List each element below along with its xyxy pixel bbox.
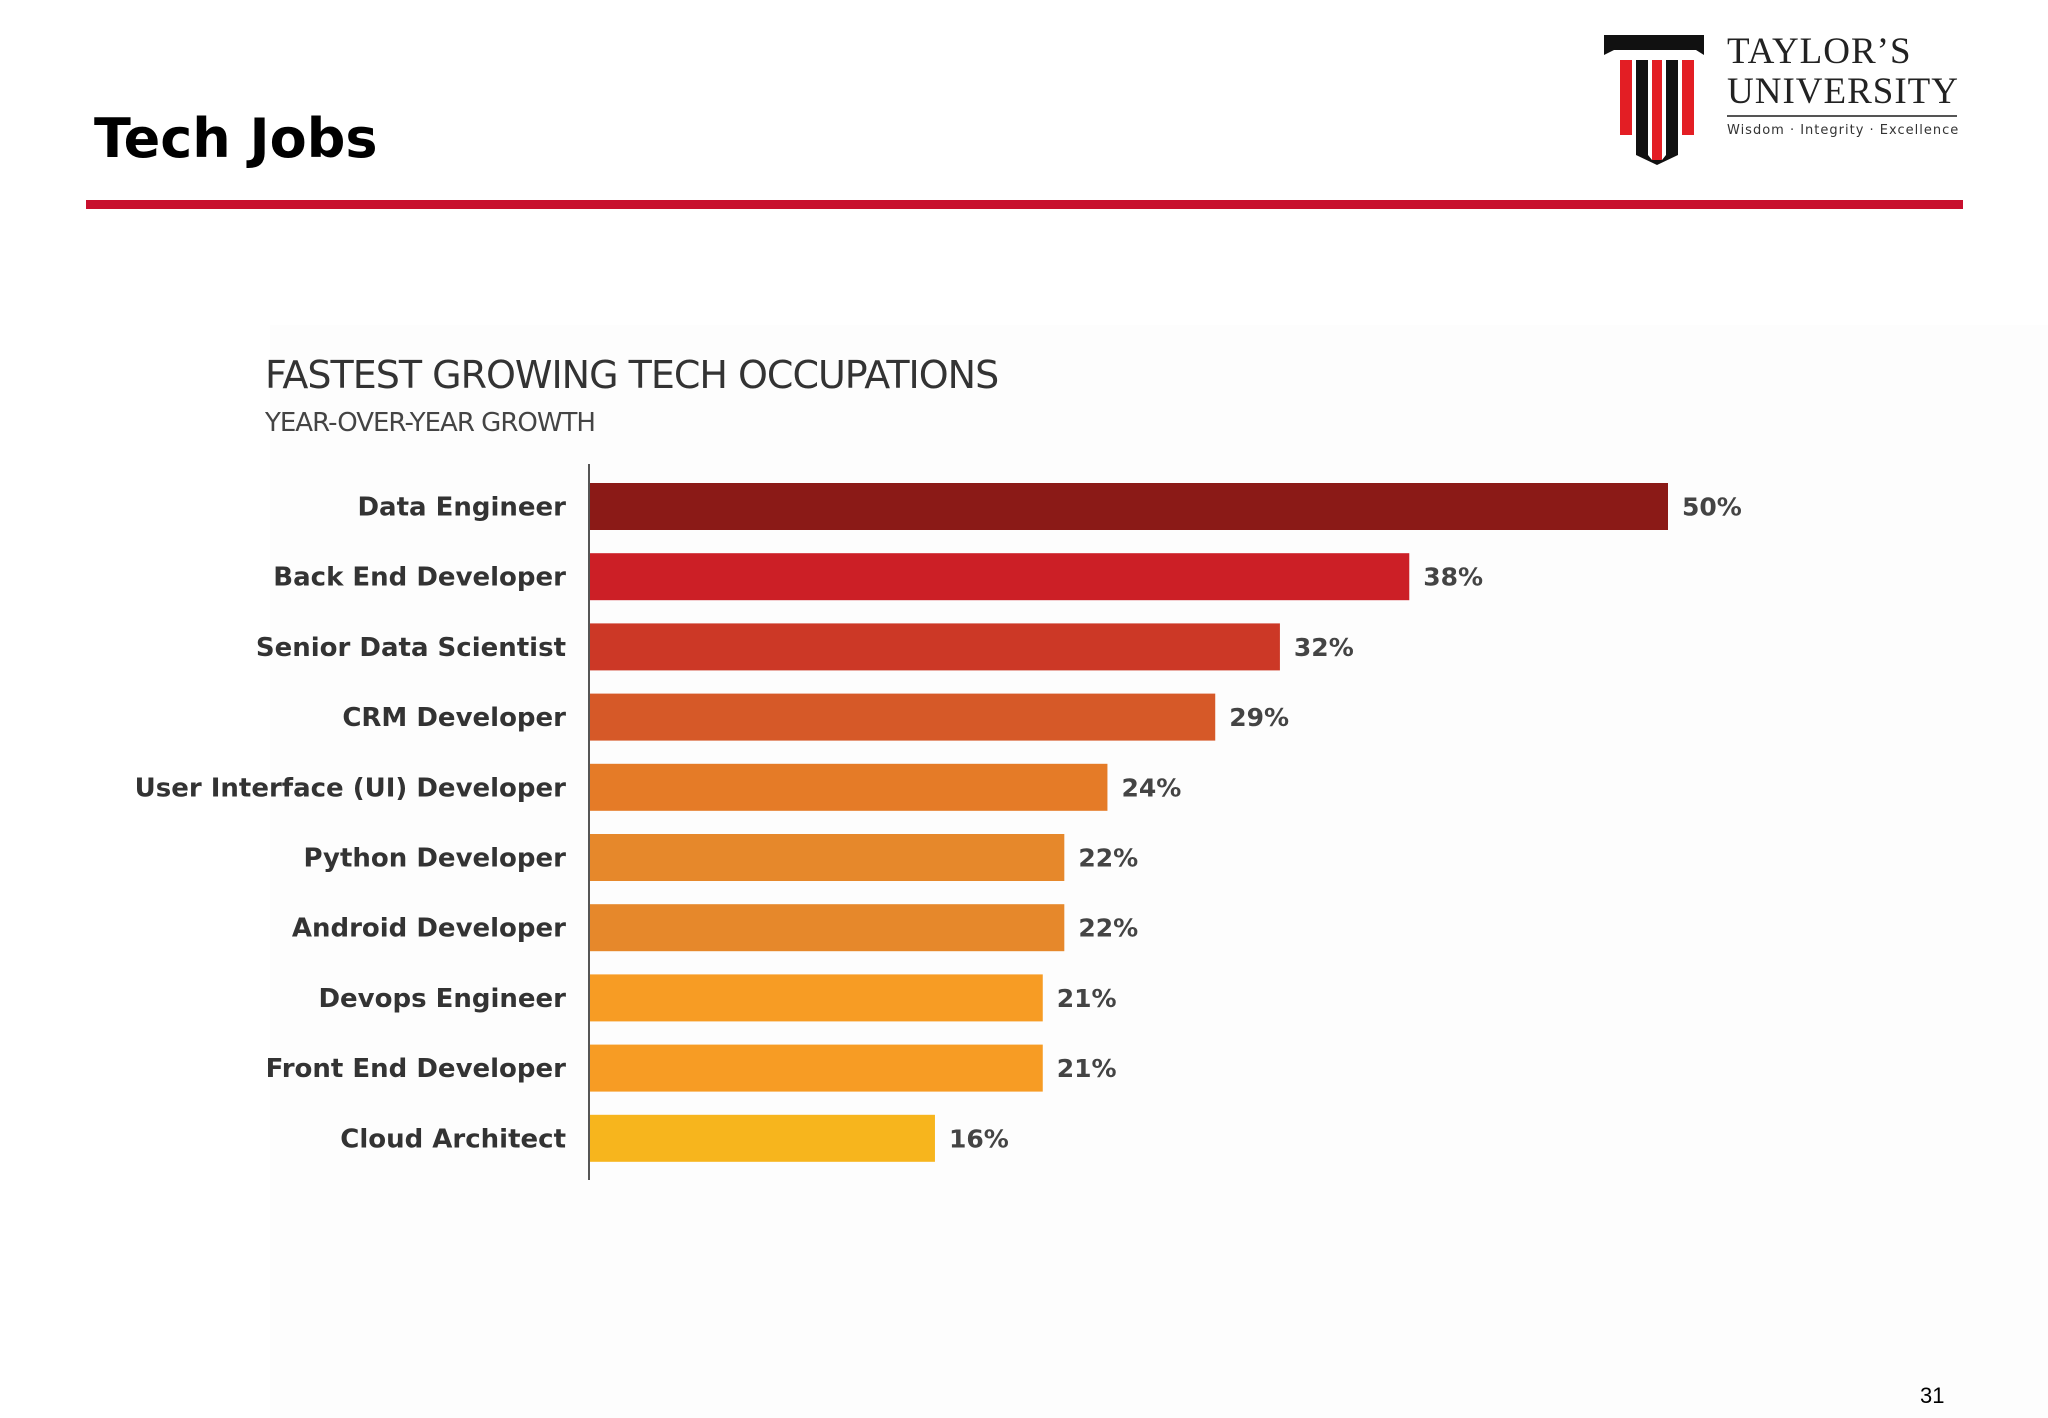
category-label: Android Developer: [292, 914, 566, 944]
category-label: User Interface (UI) Developer: [135, 773, 567, 803]
bar: [590, 553, 1410, 601]
bar: [590, 623, 1280, 671]
category-label: Front End Developer: [266, 1054, 567, 1084]
chart-subtitle: YEAR-OVER-YEAR GROWTH: [265, 408, 596, 438]
bar: [590, 1114, 935, 1162]
bar: [590, 763, 1108, 811]
value-label: 38%: [1423, 563, 1483, 592]
logo-name-line2: UNIVERSITY: [1727, 71, 1959, 112]
category-label: Cloud Architect: [340, 1124, 566, 1154]
logo-name-line1: TAYLOR’S: [1727, 31, 1912, 72]
category-label: CRM Developer: [342, 703, 566, 733]
value-label: 29%: [1229, 703, 1289, 732]
bar: [590, 904, 1065, 952]
value-label: 21%: [1057, 1054, 1117, 1083]
logo-divider: [1727, 115, 1957, 117]
value-label: 21%: [1057, 984, 1117, 1013]
category-label: Python Developer: [304, 844, 567, 874]
category-label: Senior Data Scientist: [256, 633, 566, 663]
category-label: Data Engineer: [357, 493, 566, 523]
category-label: Back End Developer: [273, 563, 566, 593]
value-label: 50%: [1682, 493, 1742, 522]
slide-title: Tech Jobs: [94, 107, 378, 170]
bar: [590, 483, 1668, 530]
chart-title: FASTEST GROWING TECH OCCUPATIONS: [265, 353, 999, 397]
value-label: 24%: [1121, 773, 1181, 802]
logo-tagline: Wisdom · Integrity · Excellence: [1727, 123, 1960, 138]
value-label: 16%: [949, 1124, 1009, 1153]
title-divider: [86, 200, 1963, 209]
bar: [590, 974, 1043, 1022]
bar: [590, 693, 1216, 741]
bar: [590, 1044, 1043, 1092]
category-label: Devops Engineer: [318, 984, 566, 1014]
page-number: 31: [1920, 1383, 1945, 1408]
value-label: 22%: [1078, 844, 1138, 873]
university-logo: TAYLOR’S UNIVERSITY Wisdom · Integrity ·…: [1600, 30, 1960, 165]
university-crest-icon: [1604, 35, 1704, 165]
value-label: 22%: [1078, 914, 1138, 943]
value-label: 32%: [1294, 633, 1354, 662]
bar: [590, 834, 1065, 881]
